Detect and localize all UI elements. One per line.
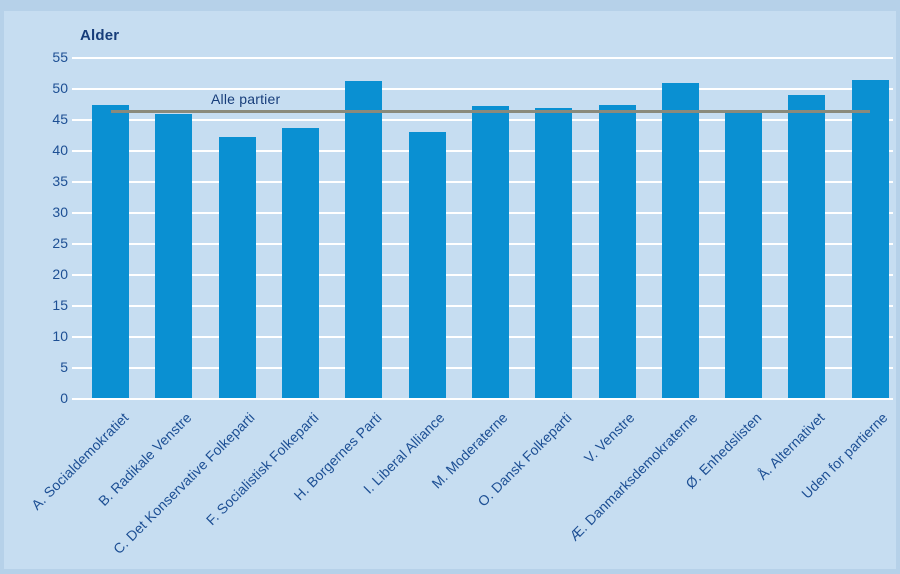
bar-1 bbox=[92, 104, 130, 399]
bar-8 bbox=[535, 108, 573, 399]
y-tick-label-20: 20 bbox=[52, 266, 68, 282]
y-axis-title: Alder bbox=[80, 27, 120, 44]
bar-6 bbox=[408, 132, 446, 399]
reference-line-label: Alle partier bbox=[211, 91, 281, 107]
bar-4 bbox=[282, 128, 320, 399]
gridline-0 bbox=[72, 398, 893, 400]
bar-11 bbox=[725, 111, 763, 399]
y-tick-label-55: 55 bbox=[52, 49, 68, 65]
y-tick-label-50: 50 bbox=[52, 80, 68, 96]
y-tick-label-35: 35 bbox=[52, 173, 68, 189]
y-tick-label-10: 10 bbox=[52, 328, 68, 344]
y-tick-label-45: 45 bbox=[52, 111, 68, 127]
bar-9 bbox=[598, 105, 636, 399]
y-tick-label-30: 30 bbox=[52, 204, 68, 220]
bar-7 bbox=[471, 105, 509, 399]
bar-12 bbox=[788, 95, 826, 399]
y-tick-label-0: 0 bbox=[60, 390, 68, 406]
bar-10 bbox=[661, 82, 699, 399]
gridline-50 bbox=[72, 88, 893, 90]
reference-line bbox=[110, 110, 871, 113]
y-tick-label-25: 25 bbox=[52, 235, 68, 251]
bar-3 bbox=[218, 137, 256, 399]
bar-5 bbox=[345, 80, 383, 399]
y-tick-label-40: 40 bbox=[52, 142, 68, 158]
bar-2 bbox=[155, 113, 193, 399]
bar-13 bbox=[851, 79, 889, 399]
y-tick-label-15: 15 bbox=[52, 297, 68, 313]
gridline-55 bbox=[72, 57, 893, 59]
y-tick-label-5: 5 bbox=[60, 359, 68, 375]
